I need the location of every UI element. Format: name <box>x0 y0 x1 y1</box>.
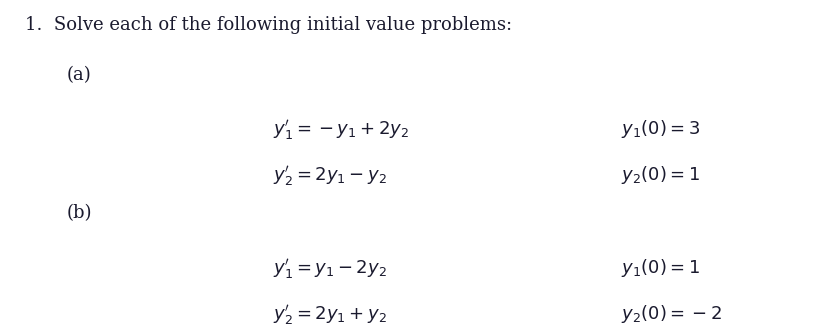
Text: $y_1(0) = 3$: $y_1(0) = 3$ <box>620 118 700 140</box>
Text: 1.  Solve each of the following initial value problems:: 1. Solve each of the following initial v… <box>25 16 511 35</box>
Text: $y_1' = -y_1 + 2y_2$: $y_1' = -y_1 + 2y_2$ <box>273 118 409 142</box>
Text: $y_2(0) = -2$: $y_2(0) = -2$ <box>620 303 721 325</box>
Text: (a): (a) <box>66 66 91 84</box>
Text: $y_2' = 2y_1 + y_2$: $y_2' = 2y_1 + y_2$ <box>273 303 386 327</box>
Text: $y_2' = 2y_1 - y_2$: $y_2' = 2y_1 - y_2$ <box>273 164 386 189</box>
Text: $y_1' = y_1 - 2y_2$: $y_1' = y_1 - 2y_2$ <box>273 257 386 281</box>
Text: $y_1(0) = 1$: $y_1(0) = 1$ <box>620 257 699 279</box>
Text: $y_2(0) = 1$: $y_2(0) = 1$ <box>620 164 699 187</box>
Text: (b): (b) <box>66 204 92 222</box>
